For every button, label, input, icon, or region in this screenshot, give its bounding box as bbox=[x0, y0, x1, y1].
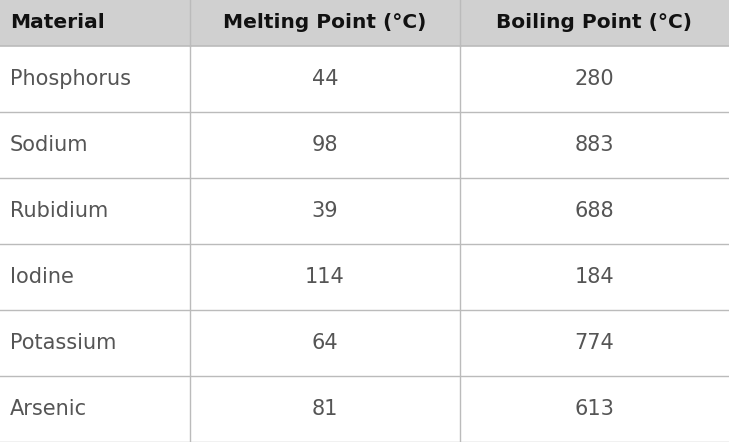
Text: Melting Point (°C): Melting Point (°C) bbox=[223, 14, 426, 33]
Text: Rubidium: Rubidium bbox=[10, 201, 108, 221]
Text: 883: 883 bbox=[574, 135, 615, 155]
Text: Sodium: Sodium bbox=[10, 135, 88, 155]
Text: 39: 39 bbox=[312, 201, 338, 221]
Text: Iodine: Iodine bbox=[10, 267, 74, 287]
Text: 114: 114 bbox=[305, 267, 345, 287]
Text: 280: 280 bbox=[574, 69, 615, 89]
Text: 774: 774 bbox=[574, 333, 615, 353]
Text: Boiling Point (°C): Boiling Point (°C) bbox=[496, 14, 693, 33]
Text: 613: 613 bbox=[574, 399, 615, 419]
Text: 44: 44 bbox=[312, 69, 338, 89]
Text: 184: 184 bbox=[574, 267, 615, 287]
Text: Phosphorus: Phosphorus bbox=[10, 69, 131, 89]
Text: 81: 81 bbox=[312, 399, 338, 419]
Text: 98: 98 bbox=[312, 135, 338, 155]
Text: 64: 64 bbox=[312, 333, 338, 353]
Text: Potassium: Potassium bbox=[10, 333, 117, 353]
Text: 688: 688 bbox=[574, 201, 615, 221]
Text: Arsenic: Arsenic bbox=[10, 399, 87, 419]
Text: Material: Material bbox=[10, 14, 105, 33]
